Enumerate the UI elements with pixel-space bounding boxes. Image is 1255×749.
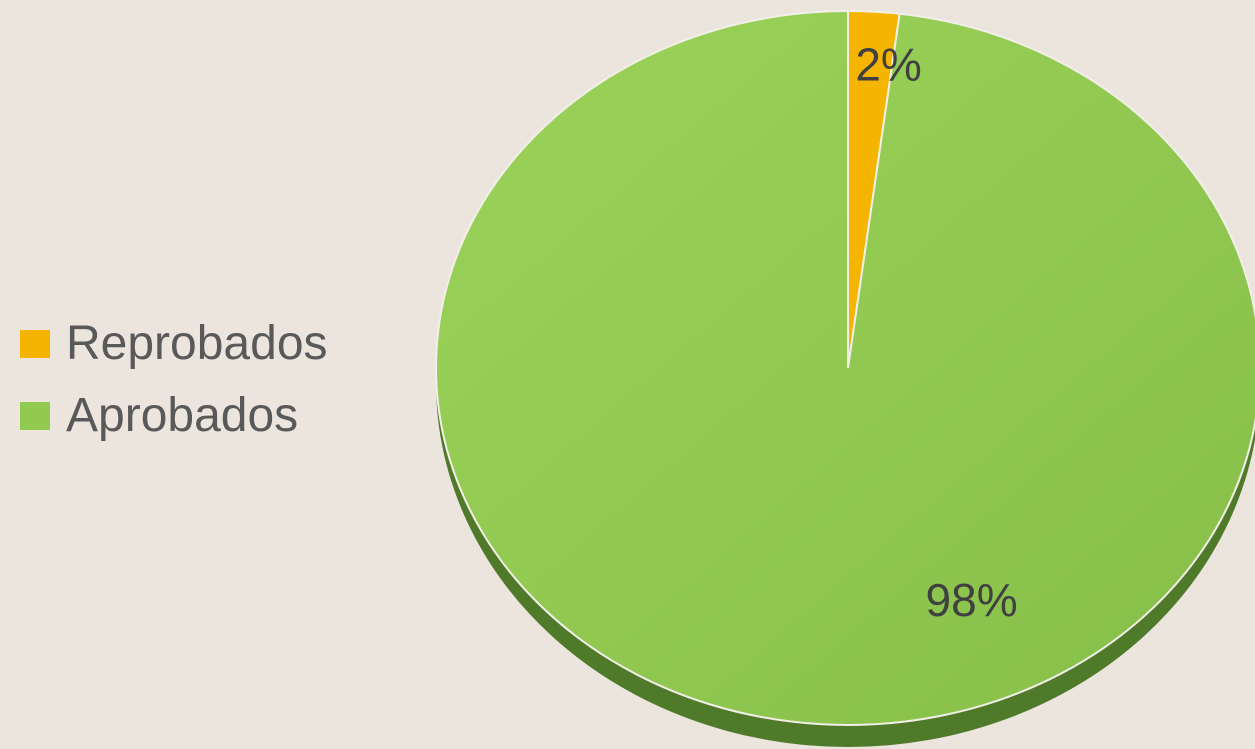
data-label-reprobados: 2% [855, 38, 921, 90]
legend: Reprobados Aprobados [20, 318, 328, 442]
legend-label-aprobados: Aprobados [66, 389, 299, 442]
legend-item-aprobados: Aprobados [20, 390, 328, 442]
data-label-aprobados: 98% [926, 574, 1018, 626]
legend-item-reprobados: Reprobados [20, 318, 328, 370]
legend-swatch-aprobados [20, 402, 50, 430]
pie-slice-aprobados [435, 9, 1255, 726]
legend-label-reprobados: Reprobados [66, 317, 328, 370]
legend-swatch-reprobados [20, 330, 50, 358]
